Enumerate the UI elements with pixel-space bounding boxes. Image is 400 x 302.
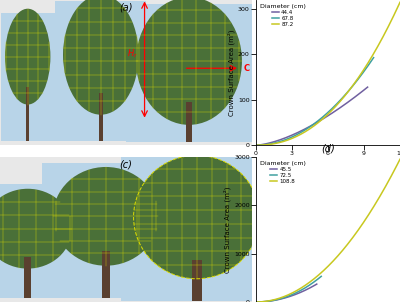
Bar: [186, 102, 192, 142]
72.5: [319, 275, 324, 278]
45.5: [291, 294, 296, 297]
Bar: [102, 251, 110, 298]
45.5: [290, 294, 294, 297]
Ellipse shape: [134, 155, 260, 279]
67.8: [353, 81, 358, 85]
Text: C: C: [244, 64, 250, 73]
44.4: [254, 143, 259, 147]
67.8: [254, 143, 258, 147]
67.8: [326, 111, 330, 114]
45.5: [290, 294, 294, 297]
67.8: [371, 56, 376, 59]
45.5: [254, 300, 258, 302]
Bar: [192, 260, 202, 300]
72.5: [292, 291, 297, 295]
67.8: [324, 112, 328, 116]
72.5: [294, 291, 298, 295]
108.8: [342, 247, 346, 250]
Ellipse shape: [5, 9, 50, 104]
Text: (c): (c): [120, 160, 132, 170]
87.2: [339, 98, 344, 101]
87.2: [398, 1, 400, 4]
Ellipse shape: [0, 189, 72, 268]
87.2: [342, 95, 346, 98]
72.5: [254, 300, 258, 302]
72.5: [254, 300, 259, 302]
108.8: [254, 300, 259, 302]
44.4: [320, 117, 324, 121]
Bar: [121, 151, 272, 300]
Bar: [56, 2, 146, 141]
45.5: [309, 285, 314, 289]
Text: (a): (a): [119, 3, 133, 13]
Line: 45.5: 45.5: [256, 284, 317, 302]
44.4: [355, 94, 360, 97]
87.2: [339, 98, 344, 102]
108.8: [384, 183, 389, 187]
67.8: [254, 143, 259, 147]
Line: 67.8: 67.8: [256, 58, 374, 145]
Line: 108.8: 108.8: [256, 159, 400, 302]
Text: (d): (d): [321, 144, 335, 154]
87.2: [254, 143, 258, 147]
Line: 72.5: 72.5: [256, 276, 321, 302]
67.8: [323, 113, 328, 116]
Line: 87.2: 87.2: [256, 2, 400, 145]
108.8: [339, 249, 344, 253]
72.5: [308, 282, 313, 286]
44.4: [320, 117, 325, 121]
Legend: 45.5, 72.5, 108.8: 45.5, 72.5, 108.8: [259, 159, 307, 185]
44.4: [348, 99, 352, 102]
Bar: [126, 4, 252, 142]
Bar: [0, 185, 81, 298]
Line: 44.4: 44.4: [256, 87, 368, 145]
Ellipse shape: [136, 0, 242, 125]
67.8: [360, 72, 365, 75]
44.4: [254, 143, 258, 147]
Y-axis label: Crown Surface Area (m²): Crown Surface Area (m²): [228, 29, 235, 116]
45.5: [314, 282, 319, 286]
44.4: [365, 85, 370, 89]
Bar: [98, 93, 103, 141]
Bar: [26, 87, 29, 141]
108.8: [254, 300, 258, 302]
72.5: [313, 279, 318, 283]
Ellipse shape: [63, 0, 139, 115]
Legend: 44.4, 67.8, 87.2: 44.4, 67.8, 87.2: [259, 3, 307, 28]
Y-axis label: Crown Surface Area (m²): Crown Surface Area (m²): [224, 186, 231, 273]
45.5: [305, 288, 310, 291]
Bar: [0, 13, 55, 141]
87.2: [254, 143, 259, 147]
44.4: [322, 116, 327, 120]
Text: $H_r$: $H_r$: [127, 47, 138, 60]
108.8: [398, 157, 400, 161]
87.2: [375, 45, 380, 49]
108.8: [375, 199, 380, 202]
Bar: [42, 162, 169, 298]
Bar: [24, 257, 31, 298]
87.2: [384, 28, 389, 32]
72.5: [292, 292, 297, 295]
Ellipse shape: [53, 167, 159, 266]
X-axis label: Vertical Canopy Depth (m): Vertical Canopy Depth (m): [282, 159, 374, 166]
108.8: [339, 250, 344, 254]
45.5: [254, 300, 258, 302]
